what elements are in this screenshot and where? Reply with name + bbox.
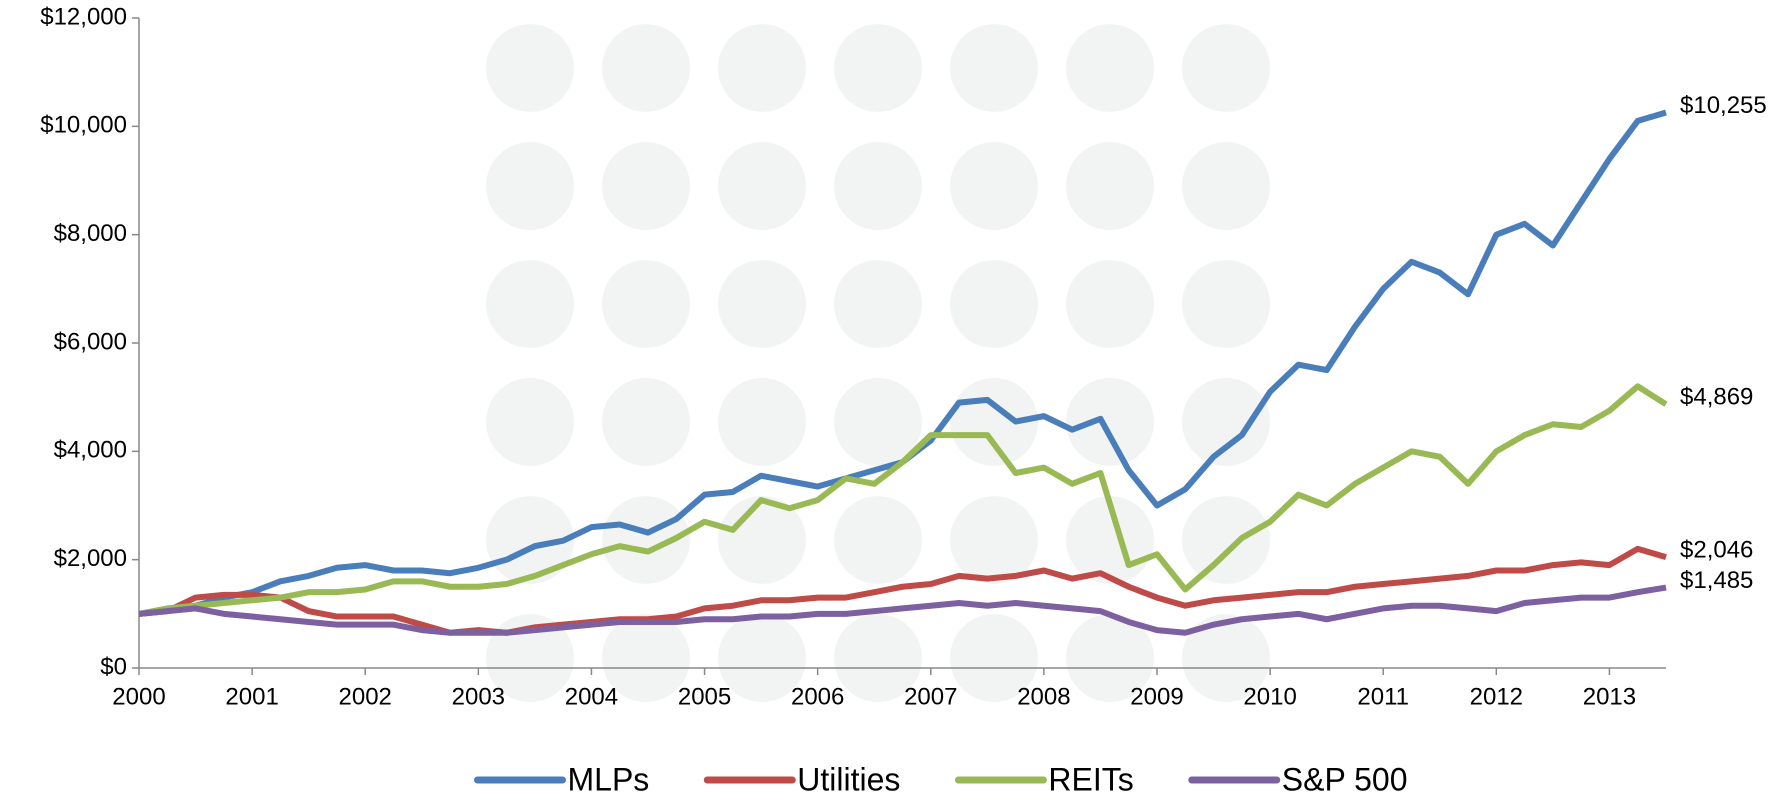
watermark-dot	[1182, 496, 1270, 584]
end-label: $2,046	[1680, 537, 1753, 564]
watermark-dot	[718, 378, 806, 466]
y-tick-label: $2,000	[54, 545, 127, 572]
watermark-dot	[602, 496, 690, 584]
x-tick-label: 2000	[112, 683, 165, 710]
watermark-dot	[1066, 378, 1154, 466]
watermark-dot	[602, 142, 690, 230]
y-tick-label: $8,000	[54, 220, 127, 247]
watermark-dot	[486, 260, 574, 348]
series-line	[138, 545, 1667, 636]
series-line	[138, 383, 1668, 617]
end-label: $1,485	[1680, 567, 1753, 594]
legend-label: REITs	[1048, 761, 1133, 797]
watermark-dot	[718, 24, 806, 112]
watermark-dot	[834, 142, 922, 230]
watermark-dot	[834, 24, 922, 112]
end-label: $10,255	[1680, 92, 1767, 119]
watermark-dot	[950, 142, 1038, 230]
watermark-dot	[602, 24, 690, 112]
watermark-dot	[486, 378, 574, 466]
watermark-dot	[486, 614, 574, 702]
series-line	[138, 584, 1667, 636]
watermark-dot	[1066, 142, 1154, 230]
y-tick-label: $0	[100, 653, 127, 680]
watermark-dot	[602, 378, 690, 466]
x-tick-label: 2012	[1470, 683, 1523, 710]
x-tick-label: 2011	[1357, 683, 1409, 710]
legend: MLPs Utilities REITs S&P 500	[474, 761, 1408, 797]
watermark-dot	[950, 496, 1038, 584]
watermark-dot	[1182, 24, 1270, 112]
x-tick-label: 2003	[452, 683, 505, 710]
watermark-dot	[718, 142, 806, 230]
watermark-dot	[718, 614, 806, 702]
watermark-dot	[1182, 260, 1270, 348]
x-tick-label: 2001	[225, 683, 278, 710]
watermark-dot	[486, 24, 574, 112]
x-tick-label: 2004	[565, 683, 618, 710]
legend-label: Utilities	[797, 761, 900, 797]
watermark-dot	[1182, 378, 1270, 466]
watermark-dot	[1066, 614, 1154, 702]
watermark-dot	[486, 142, 574, 230]
watermark-dot	[834, 614, 922, 702]
watermark-dot	[834, 496, 922, 584]
legend-label: S&P 500	[1282, 761, 1408, 797]
watermark-dot	[950, 24, 1038, 112]
watermark-dot	[950, 260, 1038, 348]
x-tick-label: 2007	[904, 683, 957, 710]
legend-label: MLPs	[568, 761, 650, 797]
watermark-dot	[834, 378, 922, 466]
watermark-dot	[718, 260, 806, 348]
x-tick-label: 2002	[339, 683, 392, 710]
watermark-dot	[602, 260, 690, 348]
x-tick-label: 2009	[1130, 683, 1183, 710]
watermark-dot	[1182, 142, 1270, 230]
watermark-dot	[602, 614, 690, 702]
watermark-dot	[1066, 260, 1154, 348]
watermark-dot	[834, 260, 922, 348]
x-tick-label: 2006	[791, 683, 844, 710]
x-tick-label: 2008	[1017, 683, 1070, 710]
y-tick-label: $12,000	[40, 3, 127, 30]
x-tick-label: 2013	[1583, 683, 1636, 710]
end-label: $4,869	[1680, 384, 1753, 411]
watermark-dot	[950, 614, 1038, 702]
y-tick-label: $6,000	[54, 328, 127, 355]
watermark-dot	[1182, 614, 1270, 702]
watermark	[486, 24, 1270, 702]
y-tick-label: $10,000	[40, 112, 127, 139]
x-tick-label: 2010	[1243, 683, 1296, 710]
y-tick-label: $4,000	[54, 437, 127, 464]
watermark-dot	[1066, 24, 1154, 112]
x-tick-label: 2005	[678, 683, 731, 710]
